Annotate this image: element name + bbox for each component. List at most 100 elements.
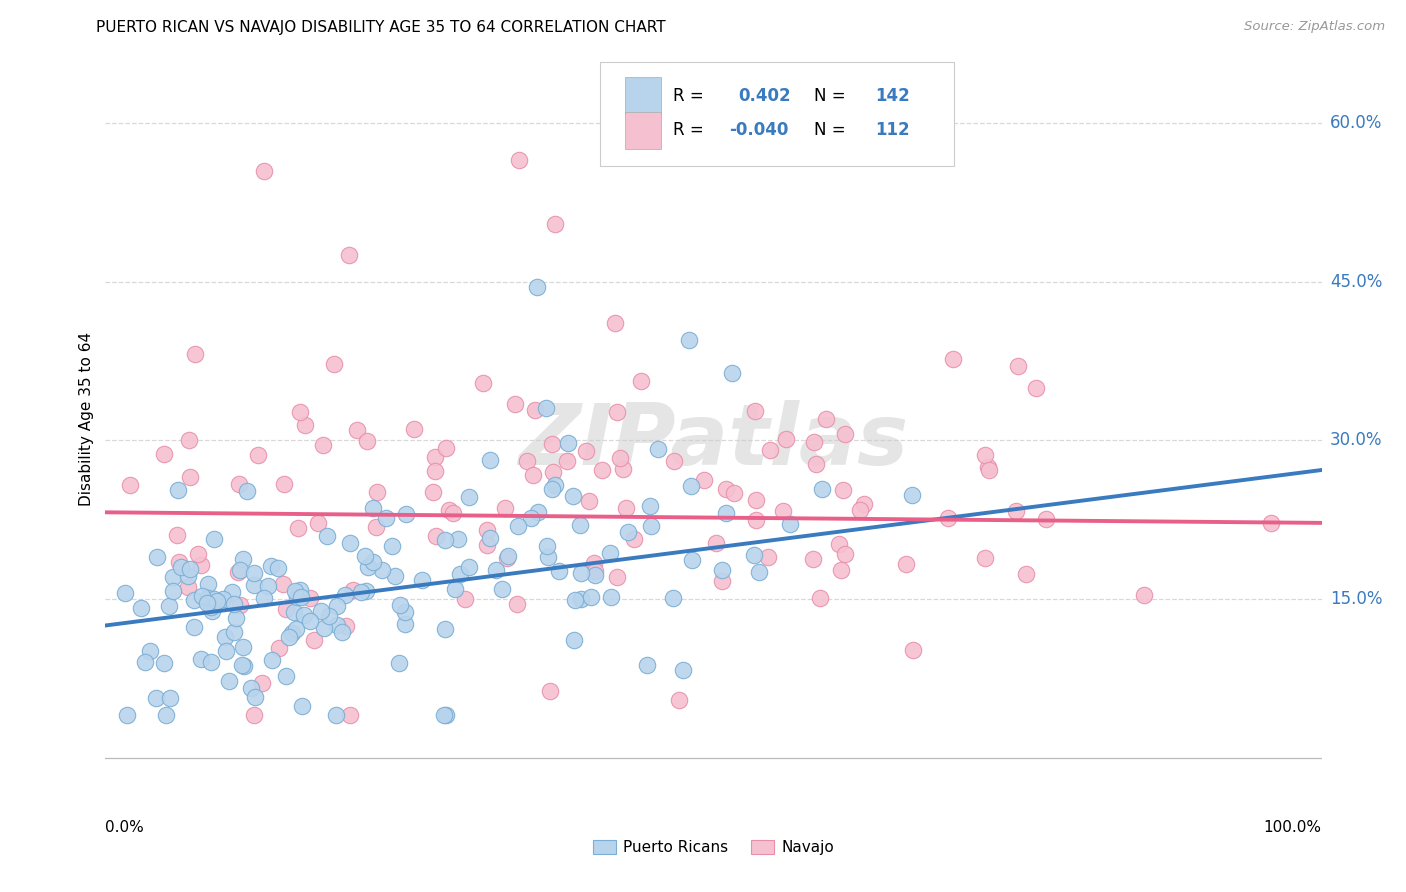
Text: 15.0%: 15.0% bbox=[1330, 590, 1382, 608]
Point bbox=[583, 568, 606, 582]
Point bbox=[291, 698, 314, 713]
Point bbox=[350, 584, 373, 599]
Point bbox=[636, 657, 658, 672]
Point bbox=[356, 583, 378, 598]
Point bbox=[1035, 512, 1057, 526]
Point bbox=[745, 493, 768, 508]
Point bbox=[561, 489, 583, 503]
Point bbox=[222, 625, 245, 640]
Point bbox=[496, 549, 519, 563]
Point bbox=[145, 691, 167, 706]
Point bbox=[434, 708, 457, 723]
Point bbox=[668, 692, 690, 706]
Point bbox=[229, 599, 252, 613]
Text: N =: N = bbox=[814, 121, 852, 139]
Point bbox=[744, 403, 766, 417]
Point bbox=[129, 601, 152, 615]
Point bbox=[326, 599, 349, 614]
Point bbox=[292, 607, 315, 622]
Point bbox=[457, 490, 479, 504]
Point bbox=[222, 597, 245, 611]
Text: 142: 142 bbox=[876, 87, 910, 104]
Point bbox=[232, 552, 254, 566]
Point bbox=[357, 560, 380, 574]
Text: 30.0%: 30.0% bbox=[1330, 432, 1382, 450]
Point bbox=[228, 476, 250, 491]
Point bbox=[804, 457, 827, 471]
Point bbox=[276, 602, 298, 616]
Point bbox=[830, 563, 852, 577]
Point bbox=[434, 441, 457, 455]
Point bbox=[326, 618, 349, 632]
Point bbox=[332, 624, 354, 639]
Point bbox=[316, 529, 339, 543]
Point bbox=[548, 564, 571, 578]
Point bbox=[232, 640, 254, 655]
Point bbox=[434, 533, 457, 548]
Text: 45.0%: 45.0% bbox=[1330, 273, 1382, 291]
Point bbox=[606, 569, 628, 583]
Point bbox=[157, 599, 180, 613]
Point bbox=[256, 579, 278, 593]
Point bbox=[394, 616, 416, 631]
Point bbox=[423, 464, 446, 478]
Point bbox=[153, 447, 176, 461]
Point bbox=[814, 411, 837, 425]
Point bbox=[197, 591, 219, 606]
Point bbox=[162, 570, 184, 584]
Point bbox=[312, 438, 335, 452]
Point bbox=[323, 357, 346, 371]
Point bbox=[522, 468, 544, 483]
Point bbox=[834, 547, 856, 561]
Point bbox=[294, 417, 316, 432]
Point bbox=[342, 582, 364, 597]
Point bbox=[678, 333, 700, 347]
Point bbox=[903, 643, 925, 657]
Point bbox=[162, 584, 184, 599]
Point bbox=[853, 497, 876, 511]
Point bbox=[849, 502, 872, 516]
Point bbox=[215, 644, 238, 658]
Point bbox=[484, 562, 506, 576]
Point bbox=[177, 569, 200, 583]
Point bbox=[609, 451, 631, 466]
Point bbox=[253, 591, 276, 605]
Point bbox=[537, 550, 560, 565]
Point bbox=[564, 593, 586, 607]
Point bbox=[555, 454, 578, 468]
Point bbox=[478, 453, 501, 467]
Point bbox=[579, 590, 602, 604]
Point bbox=[267, 561, 290, 575]
Point bbox=[307, 516, 329, 530]
Point bbox=[441, 506, 464, 520]
Point bbox=[283, 584, 305, 599]
Point bbox=[231, 658, 253, 673]
Point bbox=[166, 527, 188, 541]
Point bbox=[325, 708, 347, 723]
Point bbox=[335, 618, 357, 632]
Point bbox=[337, 248, 360, 262]
Point bbox=[527, 505, 550, 519]
Text: R =: R = bbox=[673, 87, 710, 104]
Point bbox=[314, 621, 336, 635]
Point bbox=[283, 606, 305, 620]
Point bbox=[450, 566, 472, 581]
Point bbox=[974, 448, 997, 462]
Point bbox=[936, 510, 959, 524]
Point bbox=[1260, 516, 1282, 530]
Point bbox=[772, 504, 794, 518]
Point bbox=[118, 477, 141, 491]
Point bbox=[475, 538, 498, 552]
Point bbox=[599, 546, 621, 560]
Point bbox=[422, 484, 444, 499]
Point bbox=[569, 566, 592, 581]
Point bbox=[578, 494, 600, 508]
FancyBboxPatch shape bbox=[624, 112, 661, 149]
Point bbox=[311, 604, 333, 618]
Point bbox=[495, 551, 517, 566]
Point bbox=[243, 708, 266, 723]
Point bbox=[423, 450, 446, 464]
Point bbox=[361, 555, 384, 569]
Point bbox=[288, 582, 311, 597]
Text: 0.402: 0.402 bbox=[738, 87, 790, 104]
